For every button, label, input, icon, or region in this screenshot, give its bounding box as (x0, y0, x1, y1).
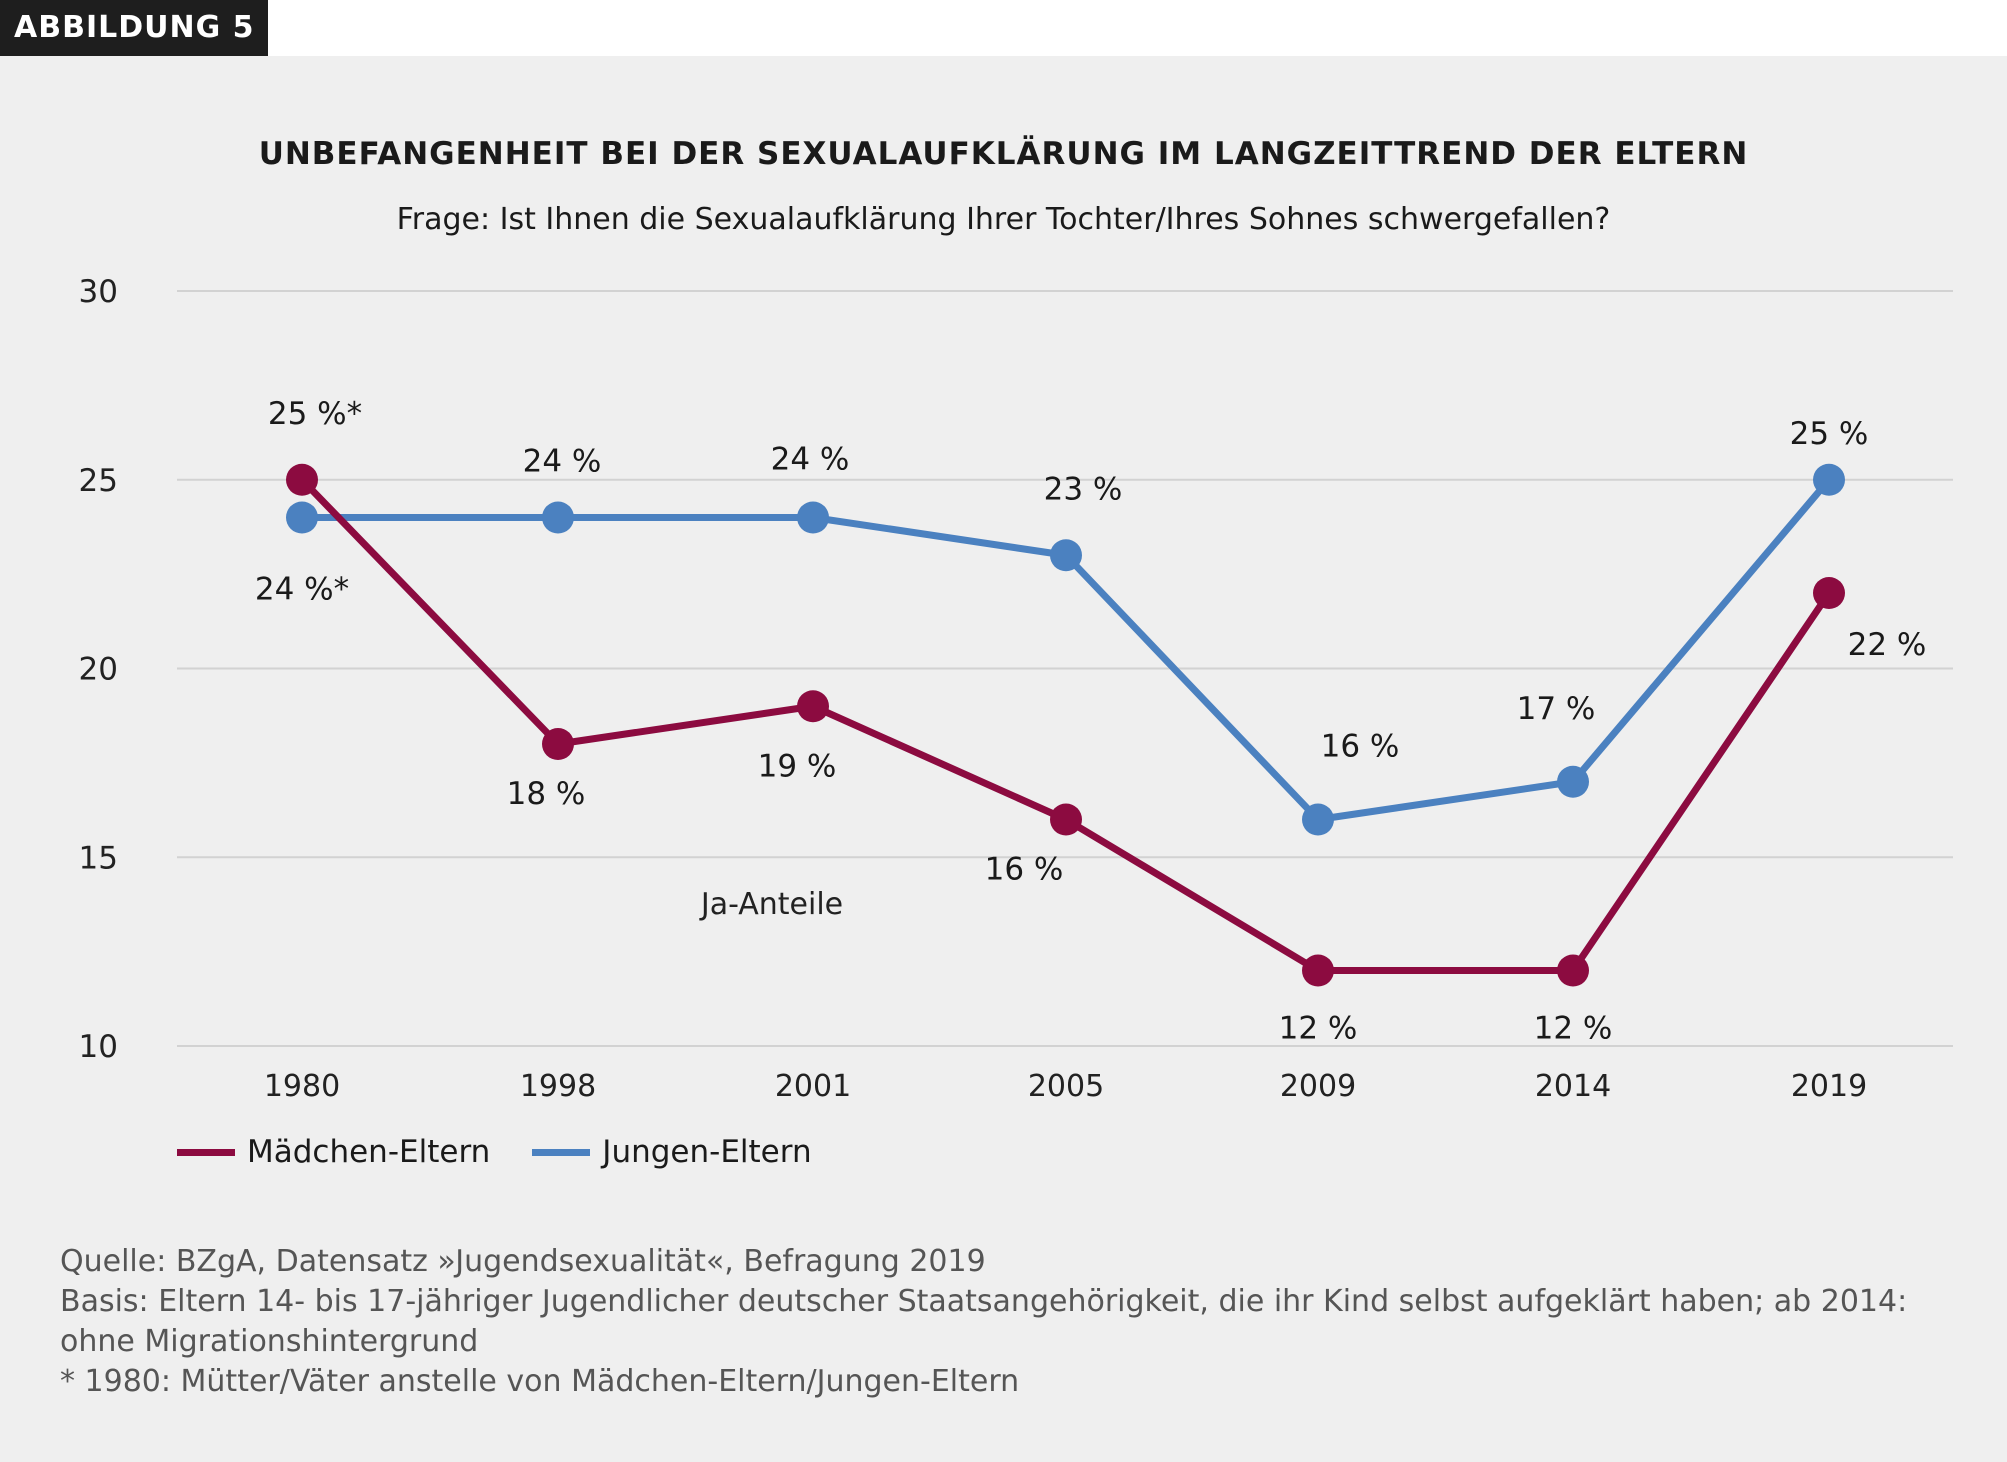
source-notes: Quelle: BZgA, Datensatz »Jugendsexualitä… (60, 1242, 1907, 1402)
data-point (286, 463, 318, 496)
y-tick-label: 25 (79, 463, 118, 499)
legend-swatch (177, 1148, 235, 1156)
chart-title: UNBEFANGENHEIT BEI DER SEXUALAUFKLÄRUNG … (258, 136, 1749, 172)
data-point (1050, 803, 1082, 836)
data-point (1813, 577, 1845, 609)
data-point (1557, 954, 1589, 987)
data-label: 25 % (1790, 416, 1869, 452)
note-footnote: * 1980: Mütter/Väter anstelle von Mädche… (60, 1364, 1020, 1399)
data-label: 19 % (758, 748, 837, 784)
legend-item-jungen: Jungen-Eltern (532, 1134, 812, 1170)
legend-label: Jungen-Eltern (602, 1134, 812, 1170)
legend-item-maedchen: Mädchen-Eltern (177, 1134, 490, 1170)
data-label: 16 % (985, 852, 1064, 888)
data-point (797, 501, 829, 534)
y-tick-label: 30 (79, 274, 118, 310)
x-tick-label: 2019 (1791, 1069, 1867, 1104)
x-tick-label: 2009 (1280, 1069, 1356, 1104)
legend-swatch (532, 1148, 591, 1156)
y-tick-label: 15 (79, 840, 118, 876)
data-label: 24 % (523, 444, 602, 480)
x-tick-label: 1980 (264, 1069, 340, 1104)
data-point (542, 728, 574, 760)
y-tick-label: 20 (79, 652, 118, 688)
note-basis: Basis: Eltern 14- bis 17-jähriger Jugend… (60, 1284, 1908, 1319)
data-point (542, 501, 574, 534)
data-label: 18 % (507, 776, 586, 812)
figure-badge: ABBILDUNG 5 (0, 0, 268, 56)
data-label: 24 %* (255, 572, 349, 608)
data-point (797, 690, 829, 723)
data-label: 16 % (1321, 729, 1400, 765)
annotation-ja-anteile: Ja-Anteile (699, 887, 843, 922)
series-line-jungen (302, 477, 1832, 823)
legend: Mädchen-Eltern Jungen-Eltern (177, 1134, 812, 1170)
data-point (1302, 803, 1334, 836)
data-label: 24 % (771, 442, 850, 478)
x-tick-label: 2001 (775, 1069, 851, 1104)
top-bar (0, 0, 2007, 56)
note-source: Quelle: BZgA, Datensatz »Jugendsexualitä… (60, 1244, 986, 1279)
data-point (1050, 539, 1082, 572)
data-label: 12 % (1279, 1011, 1358, 1047)
legend-label: Mädchen-Eltern (247, 1134, 491, 1170)
chart-subtitle: Frage: Ist Ihnen die Sexualaufklärung Ih… (396, 202, 1611, 237)
x-tick-label: 2014 (1535, 1069, 1611, 1104)
data-label: 25 %* (268, 396, 362, 432)
x-tick-label: 2005 (1028, 1069, 1104, 1104)
x-tick-label: 1998 (520, 1069, 596, 1104)
data-point (1557, 765, 1589, 798)
data-label: 22 % (1848, 627, 1927, 663)
data-point (1813, 463, 1845, 496)
y-tick-label: 10 (79, 1029, 118, 1065)
data-point (286, 501, 318, 534)
data-point (1302, 954, 1334, 987)
data-label: 23 % (1044, 471, 1123, 507)
data-label: 17 % (1517, 691, 1596, 727)
data-label: 12 % (1534, 1011, 1613, 1047)
note-basis-cont: ohne Migrationshintergrund (60, 1324, 479, 1359)
